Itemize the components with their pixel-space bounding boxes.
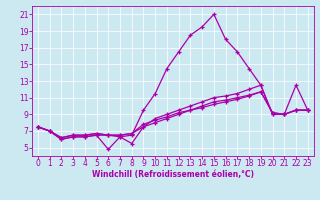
X-axis label: Windchill (Refroidissement éolien,°C): Windchill (Refroidissement éolien,°C) — [92, 170, 254, 179]
